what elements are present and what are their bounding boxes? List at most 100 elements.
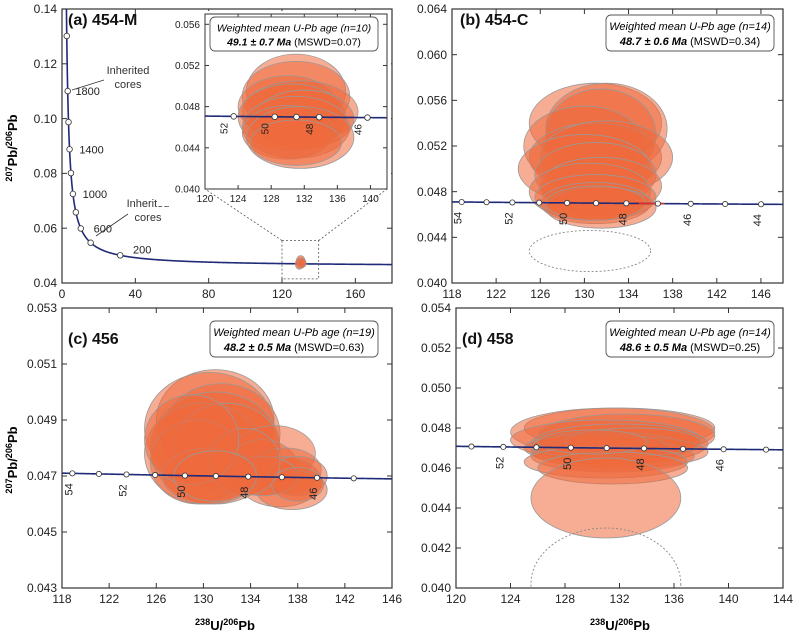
- label-superscript: 207: [4, 478, 14, 493]
- concordia-age-label: 600: [94, 223, 112, 235]
- x-tick-label: 120: [197, 194, 214, 205]
- y-tick-label: 0.048: [175, 102, 200, 113]
- y-tick-label: 0.056: [175, 20, 200, 31]
- concordia-age-marker: [468, 443, 475, 450]
- y-tick-label: 0.14: [34, 2, 58, 16]
- x-tick-label: 124: [500, 592, 520, 606]
- concordia-age-label: 48: [635, 458, 647, 470]
- age-info-title-text: Weighted mean U-Pb age: [609, 21, 738, 33]
- label-part: Pb: [5, 114, 20, 131]
- x-tick-label: 136: [329, 194, 346, 205]
- concordia-age-marker: [95, 470, 102, 477]
- x-tick-label: 128: [555, 592, 575, 606]
- concordia-age-label: 44: [752, 214, 764, 226]
- age-info-box: [605, 14, 775, 52]
- label-superscript: 206: [4, 131, 14, 146]
- age-info-n: (n=10): [340, 22, 371, 34]
- y-tick-label: 0.06: [34, 221, 58, 235]
- x-tick-label: 140: [718, 592, 738, 606]
- concordia-age-marker: [65, 118, 72, 126]
- x-tick-label: 130: [193, 592, 213, 606]
- concordia-age-label: 48: [305, 123, 316, 135]
- x-tick-label: 132: [609, 592, 629, 606]
- label-part: Pb: [238, 618, 255, 633]
- y-tick-label: 0.056: [417, 94, 447, 108]
- concordia-age-marker: [271, 113, 278, 120]
- label-part: Pb: [633, 618, 650, 633]
- x-tick-label: 134: [619, 287, 639, 301]
- annotation-leader: [95, 213, 129, 237]
- panel-label: (c) 456: [68, 331, 119, 348]
- concordia-age-marker: [123, 471, 130, 478]
- plot-frame: [61, 8, 393, 284]
- panel-label: (d) 458: [462, 331, 514, 348]
- x-tick-label: 126: [146, 592, 166, 606]
- inset-plot: 120 124 128 132 136 140 0.040 0.044 0.048 0.052 0.…: [175, 13, 423, 205]
- concordia-age-marker: [720, 446, 727, 453]
- panel-label: (b) 454-C: [460, 12, 529, 29]
- y-tick-label: 0.052: [421, 341, 451, 355]
- concordia-age-marker: [641, 445, 648, 452]
- concordia-age-marker: [722, 201, 729, 208]
- y-tick-label: 0.052: [175, 61, 200, 72]
- y-tick-label: 0.050: [421, 381, 451, 395]
- age-info-value: 48.6 ± 0.5 Ma (MSWD=0.25): [619, 342, 760, 354]
- concordia-age-label: 1800: [75, 86, 99, 98]
- age-info-title-text: Weighted mean U-Pb age: [609, 327, 738, 339]
- concordia-age-marker: [152, 472, 159, 479]
- concordia-age-marker: [69, 190, 77, 198]
- concordia-age-marker: [536, 199, 543, 206]
- panel-c: 118 122 126 130 134 138 142 146 0.043 0.045 0.047 0…: [27, 301, 402, 606]
- concordia-age-label: 46: [353, 124, 364, 136]
- concordia-age-label: 46: [715, 459, 727, 471]
- concordia-age-marker: [654, 200, 661, 207]
- y-tick-label: 0.047: [27, 469, 57, 483]
- concordia-age-marker: [679, 445, 686, 452]
- label-part: U/: [605, 618, 618, 633]
- zoom-connector: [204, 188, 283, 241]
- age-info-mswd: (MSWD=0.07): [294, 37, 361, 49]
- annotation-inherited-cores: cores: [115, 79, 142, 91]
- concordia-age-label: 1000: [83, 189, 107, 201]
- age-info-age: 48.6 ± 0.5 Ma: [619, 342, 690, 354]
- concordia-age-marker: [763, 446, 770, 453]
- y-tick-label: 0.040: [175, 185, 200, 196]
- age-info-n: (n=14): [739, 21, 771, 33]
- x-tick-label: 132: [296, 194, 313, 205]
- label-superscript: 206: [4, 443, 14, 458]
- age-info-title: Weighted mean U-Pb age (n=19): [213, 327, 375, 339]
- y-tick-label: 0.052: [417, 139, 447, 153]
- concordia-age-marker: [72, 209, 80, 216]
- y-tick-label: 0.048: [417, 185, 447, 199]
- age-info-title: Weighted mean U-Pb age (n=14): [609, 327, 771, 339]
- x-tick-label: 0: [59, 287, 66, 301]
- x-tick-label: 138: [288, 592, 308, 606]
- concordia-age-label: 48: [239, 487, 251, 499]
- concordia-age-marker: [438, 444, 443, 449]
- x-tick-label: 142: [707, 287, 727, 301]
- x-tick-label: 146: [751, 287, 771, 301]
- concordia-age-label: 50: [562, 458, 574, 470]
- y-tick-label: 0.044: [417, 231, 447, 245]
- y-tick-label: 0.051: [27, 357, 57, 371]
- age-info-age: 48.2 ± 0.5 Ma: [223, 342, 294, 354]
- annotation-leader: [71, 79, 105, 91]
- concordia-age-marker: [364, 114, 371, 121]
- concordia-age-label: 48: [617, 213, 629, 225]
- concordia-age-marker: [245, 473, 252, 480]
- excluded-ellipse: [530, 527, 682, 588]
- y-axis-label-top: 207Pb/206Pb: [4, 114, 20, 181]
- x-tick-label: 134: [241, 592, 261, 606]
- y-tick-label: 0.10: [34, 112, 58, 126]
- y-tick-label: 0.045: [27, 525, 57, 539]
- label-part: Pb/: [5, 458, 20, 479]
- concordia-age-marker: [66, 146, 73, 153]
- x-tick-label: 138: [663, 287, 683, 301]
- y-tick-label: 0.08: [34, 167, 58, 181]
- concordia-age-marker: [417, 115, 423, 121]
- y-tick-label: 0.048: [421, 421, 451, 435]
- age-info-value: 49.1 ± 0.7 Ma (MSWD=0.07): [226, 37, 361, 49]
- concordia-age-marker: [87, 239, 94, 246]
- y-tick-label: 0.040: [421, 581, 451, 595]
- age-info-n: (n=14): [739, 327, 771, 339]
